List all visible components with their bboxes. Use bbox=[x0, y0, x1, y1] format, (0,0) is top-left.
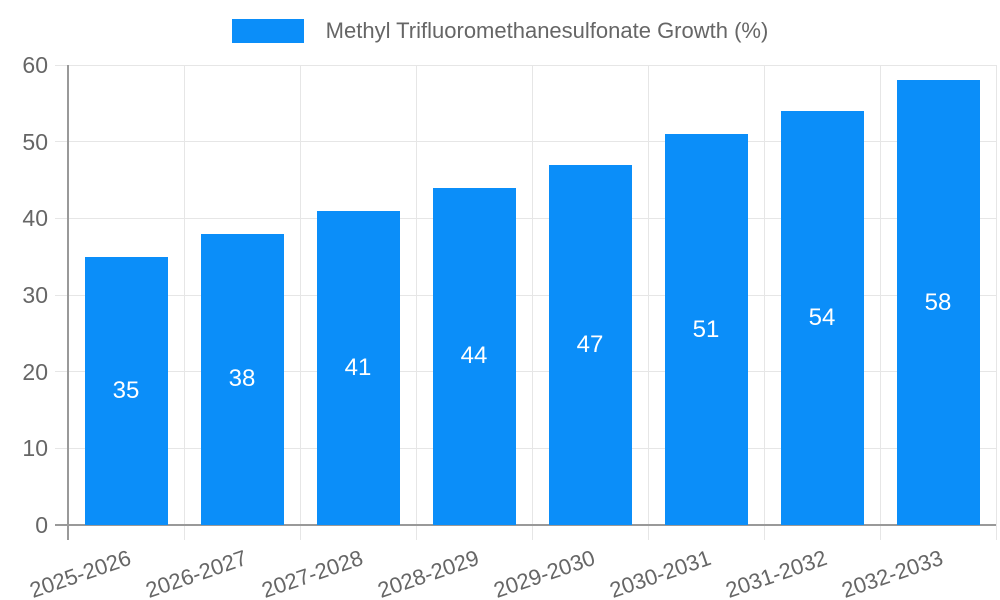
y-tick-label: 30 bbox=[22, 282, 48, 308]
gridline-horizontal bbox=[55, 294, 996, 296]
bar-value-label: 47 bbox=[576, 330, 604, 358]
gridline-horizontal bbox=[55, 447, 996, 449]
bar[interactable]: 35 bbox=[84, 256, 168, 525]
gridline-horizontal bbox=[55, 217, 996, 219]
bar[interactable]: 44 bbox=[432, 187, 516, 525]
bar-value-label: 58 bbox=[924, 288, 952, 316]
gridline-horizontal bbox=[55, 371, 996, 373]
gridline-vertical bbox=[183, 65, 185, 540]
x-axis-line bbox=[55, 524, 996, 526]
y-tick-label: 20 bbox=[22, 358, 48, 385]
bar[interactable]: 47 bbox=[548, 164, 632, 525]
y-tick-label: 40 bbox=[22, 205, 48, 232]
y-axis-line bbox=[67, 65, 69, 540]
bar-value-label: 41 bbox=[344, 353, 372, 381]
bar-value-label: 38 bbox=[228, 365, 256, 393]
gridline-vertical bbox=[415, 65, 417, 540]
y-tick-label: 60 bbox=[22, 52, 48, 78]
bar-value-label: 54 bbox=[808, 304, 836, 331]
gridline-vertical bbox=[531, 65, 533, 540]
y-tick-label: 50 bbox=[22, 128, 48, 155]
bar-value-label: 44 bbox=[460, 342, 488, 370]
gridline-horizontal bbox=[55, 141, 996, 143]
gridline-horizontal bbox=[55, 64, 996, 66]
chart-legend[interactable]: Methyl Trifluoromethanesulfonate Growth … bbox=[0, 18, 1000, 44]
legend-label[interactable]: Methyl Trifluoromethanesulfonate Growth … bbox=[325, 18, 769, 43]
bar[interactable]: 58 bbox=[896, 80, 980, 525]
bar[interactable]: 38 bbox=[200, 233, 284, 525]
gridline-vertical bbox=[995, 65, 997, 540]
gridline-vertical bbox=[647, 65, 649, 540]
y-tick-label: 10 bbox=[22, 435, 48, 462]
bar-value-label: 35 bbox=[112, 376, 140, 404]
y-tick-label: 0 bbox=[35, 512, 48, 538]
legend-swatch[interactable] bbox=[231, 19, 304, 43]
gridline-vertical bbox=[299, 65, 301, 540]
bar[interactable]: 54 bbox=[780, 111, 864, 525]
bar-value-label: 51 bbox=[692, 315, 720, 343]
gridline-vertical bbox=[879, 65, 881, 540]
bar[interactable]: 51 bbox=[664, 134, 748, 525]
bar[interactable]: 41 bbox=[316, 210, 400, 525]
gridline-vertical bbox=[763, 65, 765, 540]
